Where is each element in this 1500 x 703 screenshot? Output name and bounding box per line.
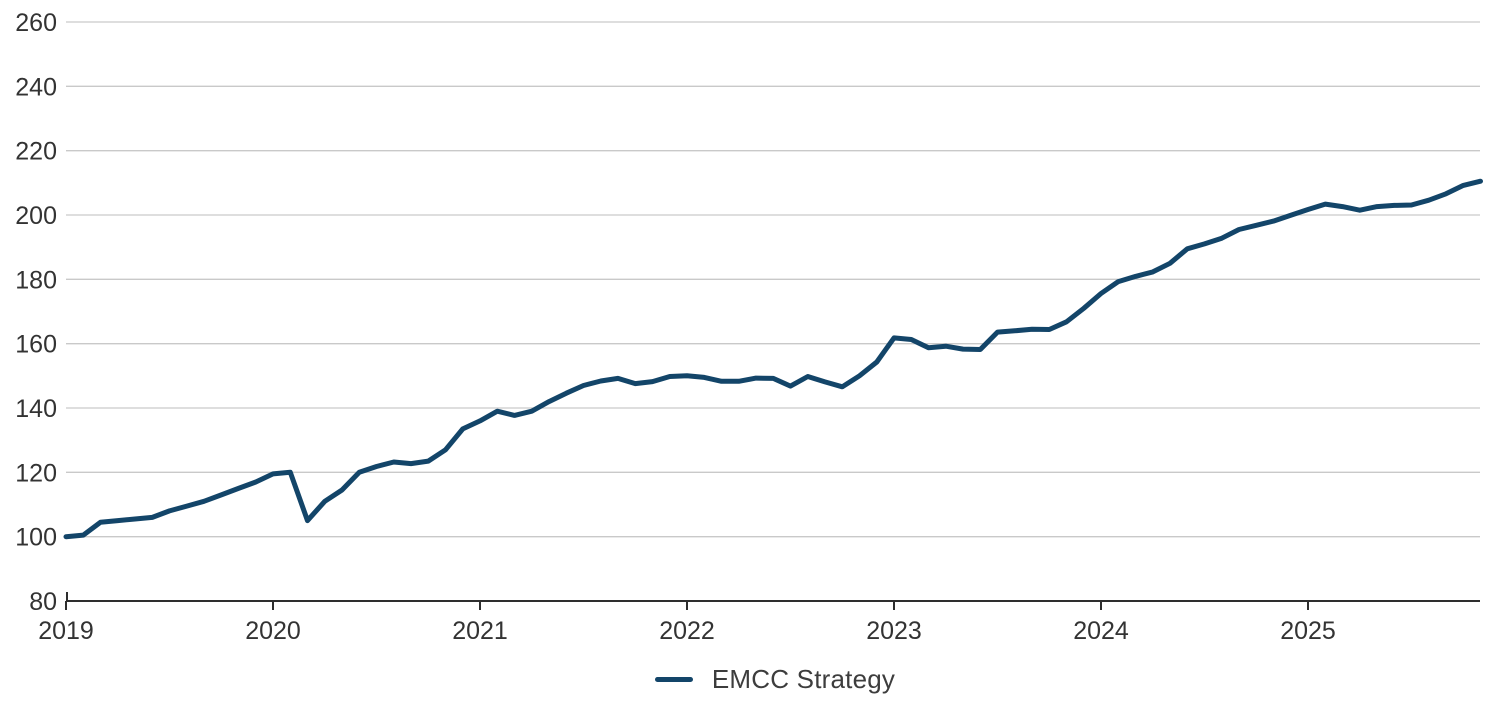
x-tick-label: 2024 bbox=[1073, 617, 1129, 645]
y-tick-label: 240 bbox=[15, 73, 57, 101]
x-tick-label: 2020 bbox=[245, 617, 301, 645]
y-tick-label: 160 bbox=[15, 331, 57, 359]
x-tick-label: 2021 bbox=[452, 617, 508, 645]
y-tick-label: 180 bbox=[15, 266, 57, 294]
x-tick-label: 2022 bbox=[659, 617, 715, 645]
y-tick-label: 220 bbox=[15, 138, 57, 166]
y-tick-label: 100 bbox=[15, 524, 57, 552]
legend-series-label: EMCC Strategy bbox=[711, 664, 896, 694]
x-tick-label: 2023 bbox=[866, 617, 922, 645]
series-line-emcc-strategy bbox=[63, 178, 1483, 540]
y-tick-label: 120 bbox=[15, 459, 57, 487]
y-tick-label: 140 bbox=[15, 395, 57, 423]
y-tick-label: 200 bbox=[15, 202, 57, 230]
y-tick-label: 260 bbox=[15, 9, 57, 37]
x-tick-label: 2025 bbox=[1280, 617, 1336, 645]
legend-line-swatch bbox=[654, 677, 693, 682]
chart-legend: EMCC Strategy bbox=[25, 664, 1500, 695]
y-tick-label: 80 bbox=[29, 588, 57, 616]
x-tick-label: 2019 bbox=[38, 617, 94, 645]
